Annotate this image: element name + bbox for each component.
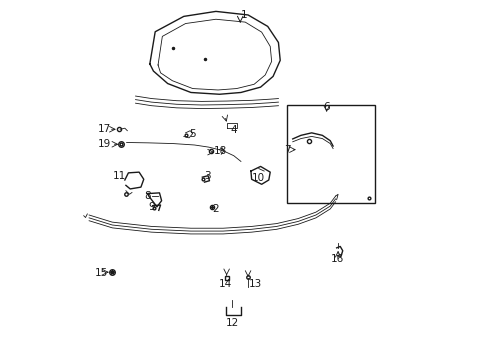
Text: 4: 4: [230, 125, 237, 135]
Text: 16: 16: [330, 253, 343, 264]
Text: 5: 5: [189, 129, 196, 139]
Text: 1: 1: [241, 10, 247, 20]
Text: 10: 10: [252, 173, 265, 183]
Text: 11: 11: [113, 171, 126, 181]
Text: 7: 7: [284, 145, 290, 155]
Text: 14: 14: [219, 279, 232, 289]
Text: 19: 19: [98, 139, 111, 149]
Text: 9: 9: [148, 202, 155, 212]
Text: 6: 6: [323, 102, 329, 112]
Text: 18: 18: [213, 147, 226, 157]
Text: 17: 17: [98, 124, 111, 134]
Text: 8: 8: [144, 191, 151, 201]
Text: 15: 15: [95, 268, 108, 278]
Text: 2: 2: [212, 203, 219, 213]
Text: 12: 12: [225, 318, 238, 328]
Text: 3: 3: [203, 171, 210, 181]
Text: 13: 13: [248, 279, 261, 289]
